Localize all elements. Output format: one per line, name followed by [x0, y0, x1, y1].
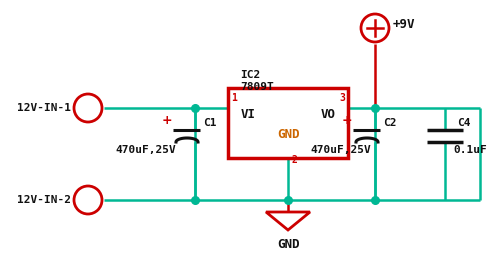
Circle shape — [74, 94, 102, 122]
Text: C2: C2 — [383, 118, 396, 128]
Text: C1: C1 — [203, 118, 216, 128]
Text: IC2: IC2 — [240, 70, 260, 80]
Text: 3: 3 — [339, 93, 345, 103]
Text: 470uF,25V: 470uF,25V — [115, 145, 176, 155]
Circle shape — [74, 186, 102, 214]
Text: VO: VO — [320, 109, 336, 122]
Text: C4: C4 — [457, 118, 470, 128]
Circle shape — [361, 14, 389, 42]
Text: 2: 2 — [291, 155, 297, 165]
Text: +9V: +9V — [393, 18, 415, 31]
Text: 12V-IN-1: 12V-IN-1 — [17, 103, 71, 113]
Text: 470uF,25V: 470uF,25V — [310, 145, 371, 155]
Text: 7809T: 7809T — [240, 82, 274, 92]
Text: GND: GND — [277, 128, 299, 142]
Text: +: + — [342, 114, 352, 127]
Text: 0.1uF: 0.1uF — [453, 145, 487, 155]
Bar — [228, 88, 348, 158]
Text: 12V-IN-2: 12V-IN-2 — [17, 195, 71, 205]
Text: GND: GND — [277, 238, 299, 251]
Text: +: + — [162, 114, 172, 127]
Text: VI: VI — [240, 109, 256, 122]
Text: 1: 1 — [231, 93, 237, 103]
